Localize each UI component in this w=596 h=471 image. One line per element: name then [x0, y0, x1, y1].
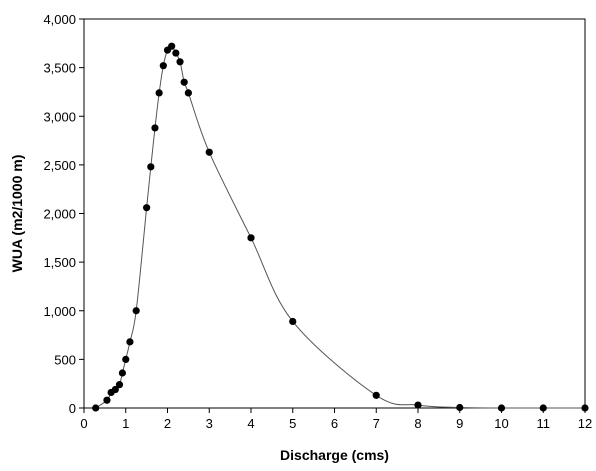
data-point — [456, 403, 464, 412]
data-point — [92, 404, 100, 412]
x-tick-label: 4 — [247, 416, 254, 431]
data-point — [289, 317, 297, 326]
data-point — [205, 148, 213, 156]
data-point — [147, 163, 155, 171]
data-point — [132, 307, 140, 315]
y-tick-label: 3,500 — [43, 61, 76, 76]
y-tick-label: 3,000 — [43, 109, 76, 124]
plot-frame — [83, 18, 586, 409]
axes — [83, 18, 586, 409]
x-tick-label: 3 — [206, 416, 213, 431]
data-point — [126, 338, 134, 346]
y-tick-label: 500 — [54, 352, 76, 367]
x-tick-label: 5 — [289, 416, 296, 431]
x-tick-label: 8 — [414, 416, 421, 431]
x-tick-label: 12 — [578, 416, 592, 431]
data-point — [172, 49, 180, 57]
data-point — [118, 369, 127, 377]
data-point — [372, 391, 380, 399]
y-tick-label: 1,500 — [43, 255, 76, 270]
x-tick-label: 2 — [164, 416, 171, 431]
y-tick-label: 4,000 — [43, 12, 76, 27]
y-tick-label: 2,500 — [43, 158, 76, 173]
x-tick-label: 7 — [373, 416, 380, 431]
x-tick-label: 1 — [122, 416, 129, 431]
data-point — [111, 385, 119, 394]
y-tick-label: 0 — [69, 401, 76, 416]
data-point — [180, 78, 188, 86]
curve-layer — [95, 45, 585, 409]
data-point — [159, 62, 167, 70]
data-point — [184, 89, 192, 97]
x-tick-label: 9 — [456, 416, 463, 431]
data-point — [168, 42, 176, 50]
data-point — [155, 89, 163, 97]
data-point — [414, 401, 422, 409]
data-point — [247, 234, 255, 242]
series-line — [95, 45, 585, 409]
data-point — [115, 381, 124, 389]
data-point — [122, 355, 130, 363]
x-tick-label: 0 — [80, 416, 87, 431]
x-tick-label: 11 — [537, 416, 551, 431]
x-tick-label: 6 — [331, 416, 338, 431]
data-point — [176, 58, 184, 66]
points-layer — [92, 42, 589, 412]
data-point — [103, 396, 111, 404]
y-tick-label: 2,000 — [43, 207, 76, 222]
ticks-layer: 0 1 2 3 4 5 6 7 8 9 10 11 1205001,0001,5002,0002,500… — [43, 12, 592, 431]
data-point — [143, 204, 151, 212]
y-axis-title: WUA (m2/1000 m) — [9, 155, 25, 273]
x-axis-title: Discharge (cms) — [280, 447, 389, 463]
y-tick-label: 1,000 — [43, 304, 76, 319]
x-tick-label: 10 — [494, 416, 508, 431]
data-point — [151, 124, 159, 132]
